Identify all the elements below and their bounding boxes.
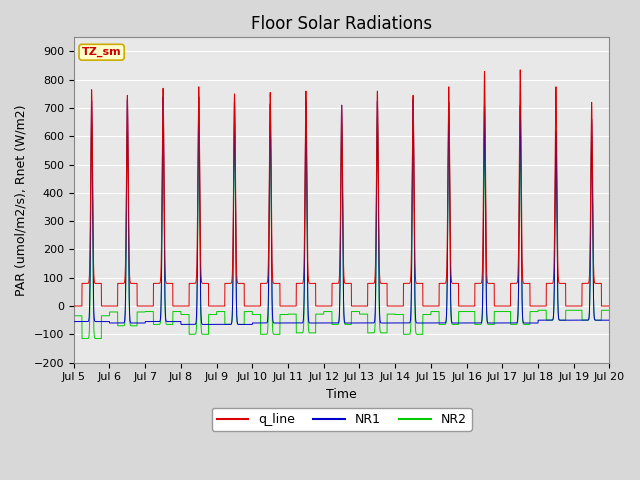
- Line: NR1: NR1: [74, 97, 609, 324]
- q_line: [477, 280, 484, 286]
- q_line: [70, 303, 77, 309]
- Title: Floor Solar Radiations: Floor Solar Radiations: [251, 15, 432, 33]
- NR1: [477, 320, 484, 326]
- NR1: [252, 320, 260, 326]
- NR2: [88, 115, 95, 121]
- NR2: [324, 309, 332, 314]
- NR1: [605, 317, 613, 323]
- NR1: [577, 317, 584, 323]
- NR1: [70, 319, 77, 324]
- NR2: [605, 307, 613, 313]
- NR2: [78, 336, 86, 341]
- q_line: [323, 303, 331, 309]
- Y-axis label: PAR (umol/m2/s), Rnet (W/m2): PAR (umol/m2/s), Rnet (W/m2): [15, 104, 28, 296]
- NR1: [324, 320, 332, 326]
- NR1: [177, 322, 185, 327]
- NR2: [477, 322, 484, 327]
- NR1: [461, 320, 469, 326]
- q_line: [577, 303, 584, 309]
- q_line: [461, 303, 469, 309]
- q_line: [605, 303, 613, 309]
- X-axis label: Time: Time: [326, 388, 357, 401]
- NR1: [159, 94, 167, 100]
- Legend: q_line, NR1, NR2: q_line, NR1, NR2: [212, 408, 472, 431]
- Line: NR2: NR2: [74, 118, 609, 338]
- NR2: [583, 317, 591, 323]
- NR2: [577, 307, 584, 313]
- q_line: [583, 280, 591, 286]
- NR2: [461, 309, 469, 314]
- NR2: [252, 312, 260, 317]
- Text: TZ_sm: TZ_sm: [82, 47, 122, 57]
- q_line: [252, 303, 260, 309]
- Line: q_line: q_line: [74, 70, 609, 306]
- NR1: [583, 317, 591, 323]
- NR2: [70, 313, 77, 319]
- q_line: [516, 67, 524, 73]
